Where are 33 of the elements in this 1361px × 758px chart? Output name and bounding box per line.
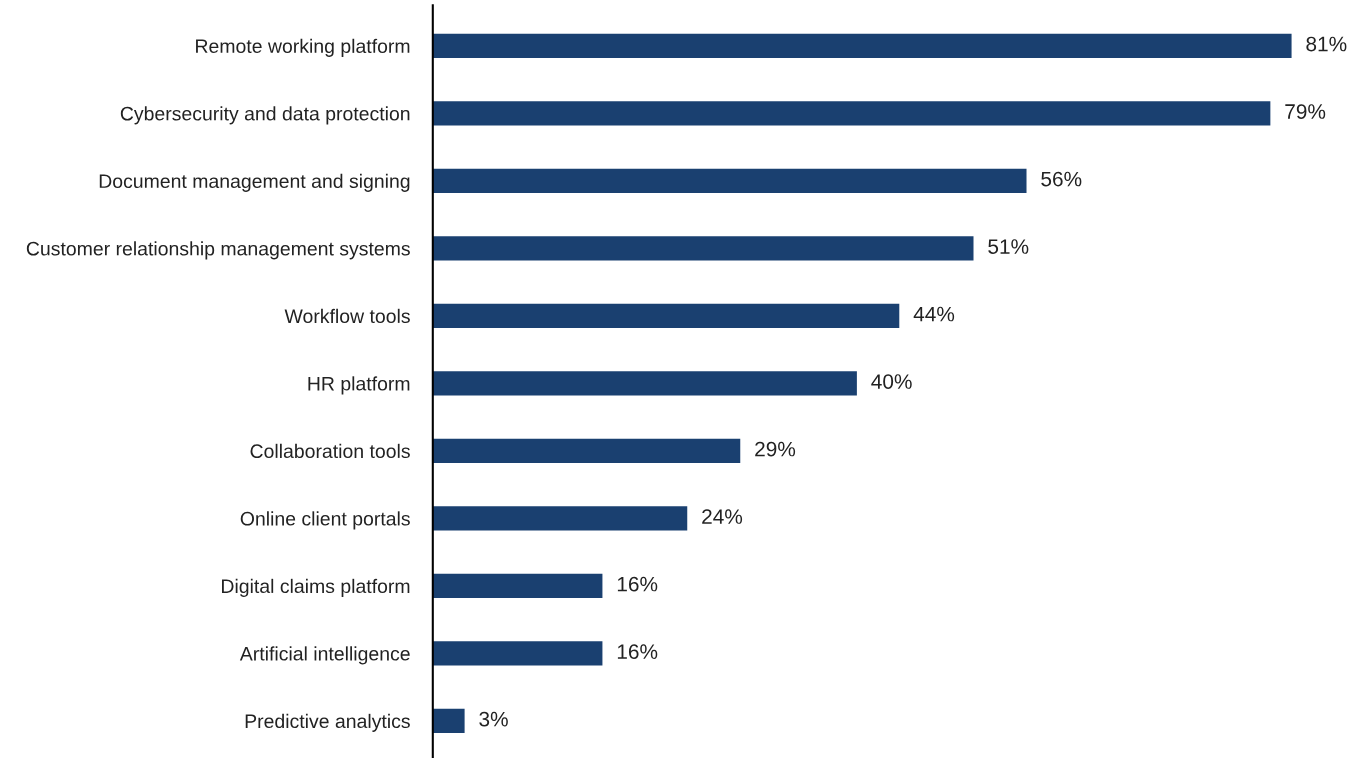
y-tick-label: HR platform bbox=[308, 376, 410, 395]
data-label: 44% bbox=[913, 306, 955, 322]
y-tick-label: Artificial intelligence bbox=[239, 646, 410, 665]
bar bbox=[432, 641, 603, 666]
bar bbox=[432, 168, 1027, 193]
y-tick-label: Workflow tools bbox=[284, 308, 410, 324]
bar bbox=[432, 438, 741, 463]
y-tick-label: Remote working platform bbox=[196, 38, 410, 57]
bar bbox=[432, 371, 857, 396]
y-tick-label: Customer relationship management systems bbox=[26, 241, 410, 260]
data-label: 40% bbox=[871, 374, 912, 389]
y-tick-label: Predictive analytics bbox=[245, 713, 410, 732]
bar bbox=[432, 573, 603, 599]
data-label: 24% bbox=[702, 509, 743, 524]
data-label: 51% bbox=[988, 239, 1029, 254]
bar bbox=[432, 236, 974, 261]
data-label: 3% bbox=[479, 711, 508, 727]
data-label: 29% bbox=[755, 441, 796, 457]
y-tick-label: Digital claims platform bbox=[222, 578, 410, 597]
bar bbox=[432, 101, 1271, 126]
bar bbox=[432, 506, 688, 531]
y-tick-label: Cybersecurity and data protection bbox=[120, 106, 410, 125]
bar bbox=[432, 33, 1292, 58]
bar bbox=[432, 303, 900, 328]
data-label: 79% bbox=[1285, 104, 1326, 119]
data-label: 81% bbox=[1306, 36, 1347, 52]
data-label: 16% bbox=[617, 576, 658, 592]
data-label: 56% bbox=[1041, 171, 1082, 187]
bar bbox=[432, 708, 465, 734]
y-tick-label: Online client portals bbox=[240, 511, 410, 530]
y-tick-label: Document management and signing bbox=[99, 173, 410, 192]
y-tick-label: Collaboration tools bbox=[250, 443, 410, 459]
data-label: 16% bbox=[617, 644, 658, 659]
